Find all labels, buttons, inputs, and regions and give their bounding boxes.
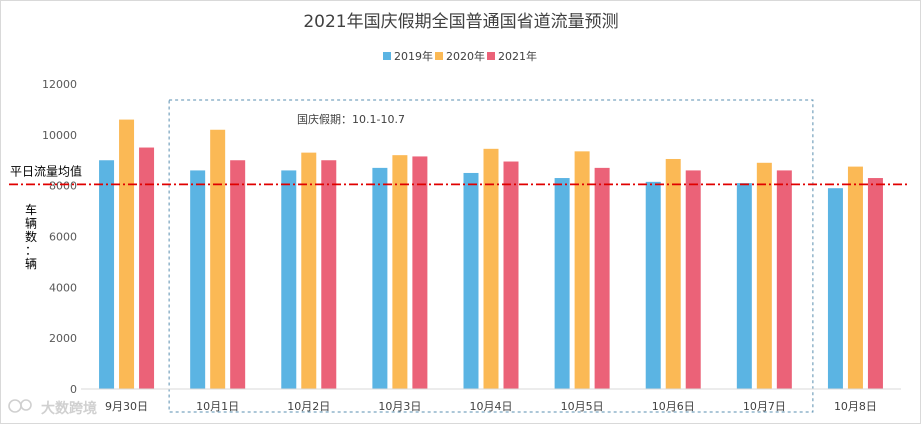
bar-1-4 xyxy=(483,148,499,389)
reference-line-label: 平日流量均值 xyxy=(10,163,82,178)
bar-1-6 xyxy=(665,158,681,389)
bar-1-0 xyxy=(119,119,135,389)
bar-2-4 xyxy=(503,161,519,389)
watermark-logo-icon xyxy=(8,399,32,413)
chart-title: 2021年国庆假期全国普通国省道流量预测 xyxy=(303,12,618,32)
bar-0-4 xyxy=(463,172,479,389)
y-tick-label-0: 0 xyxy=(70,383,77,396)
y-tick-label-1: 2000 xyxy=(49,332,77,345)
bar-2-5 xyxy=(594,167,610,389)
legend-swatch-0 xyxy=(383,52,391,60)
x-tick-label-3: 10月3日 xyxy=(378,400,421,413)
x-tick-label-7: 10月7日 xyxy=(743,400,786,413)
bar-1-1 xyxy=(210,129,226,389)
bar-1-8 xyxy=(847,166,863,389)
bar-2-3 xyxy=(412,156,428,389)
x-tick-label-6: 10月6日 xyxy=(652,400,695,413)
y-axis-label: 车辆数：辆 xyxy=(25,202,37,271)
x-tick-label-2: 10月2日 xyxy=(287,400,330,413)
y-tick-label-6: 12000 xyxy=(42,78,77,91)
bar-1-2 xyxy=(301,152,317,389)
bar-0-7 xyxy=(736,183,752,389)
bar-2-6 xyxy=(685,170,701,389)
x-tick-label-8: 10月8日 xyxy=(834,400,877,413)
x-tick-label-0: 9月30日 xyxy=(105,400,148,413)
plot-area xyxy=(99,119,883,389)
bar-2-8 xyxy=(867,178,883,389)
bar-0-2 xyxy=(281,170,297,389)
y-tick-label-5: 10000 xyxy=(42,129,77,142)
bar-0-5 xyxy=(554,178,570,389)
bar-2-1 xyxy=(230,160,246,389)
bar-0-1 xyxy=(190,170,206,389)
legend-label-2: 2021年 xyxy=(498,49,537,63)
y-tick-label-3: 6000 xyxy=(49,231,77,244)
y-tick-label-2: 4000 xyxy=(49,281,77,294)
x-tick-label-1: 10月1日 xyxy=(196,400,239,413)
bar-0-3 xyxy=(372,167,388,389)
bar-1-7 xyxy=(756,162,772,389)
bar-0-6 xyxy=(645,181,661,389)
watermark: 大数跨境 xyxy=(8,399,97,417)
bar-1-5 xyxy=(574,151,590,389)
holiday-period-label: 国庆假期：10.1-10.7 xyxy=(297,112,405,126)
x-axis: 9月30日 10月1日 10月2日 10月3日 10月4日 10月5日 10月6日 10月7日… xyxy=(81,388,901,413)
watermark-text: 大数跨境 xyxy=(41,400,97,417)
holiday-period-box xyxy=(168,99,814,413)
bar-2-0 xyxy=(139,147,155,389)
bar-2-7 xyxy=(776,170,792,389)
legend-label-0: 2019年 xyxy=(394,49,433,63)
y-tick-label-4: 8000 xyxy=(49,180,77,193)
bar-0-0 xyxy=(99,160,115,389)
legend-swatch-1 xyxy=(435,52,443,60)
x-tick-label-5: 10月5日 xyxy=(561,400,604,413)
y-axis: 0 2000 4000 6000 8000 10000 12000 xyxy=(42,78,77,396)
bar-2-2 xyxy=(321,160,337,389)
legend-swatch-2 xyxy=(487,52,495,60)
bar-1-3 xyxy=(392,155,408,389)
legend: 2019年 2020年 2021年 xyxy=(383,49,537,63)
legend-label-1: 2020年 xyxy=(446,49,485,63)
x-tick-label-4: 10月4日 xyxy=(470,400,513,413)
bar-0-8 xyxy=(827,188,843,389)
